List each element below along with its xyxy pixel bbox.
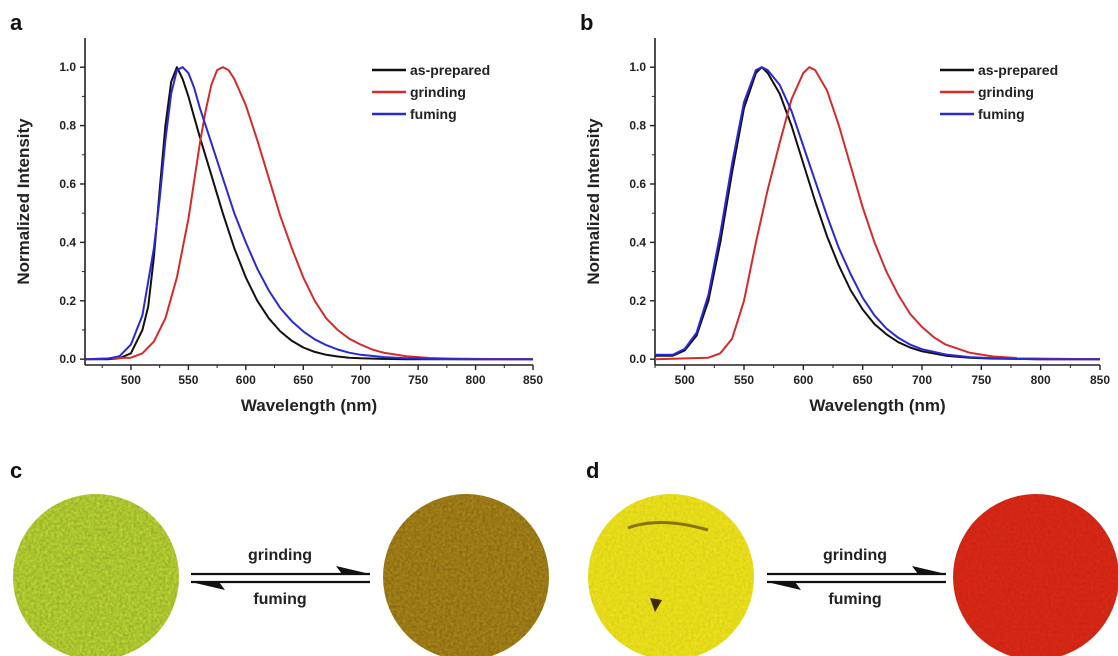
legend-label-b-as-prepared: as-prepared xyxy=(978,62,1058,78)
y-tick-label-a-0.6: 0.6 xyxy=(59,177,76,191)
x-axis-title-a: Wavelength (nm) xyxy=(241,396,377,415)
photo-d-as-prepared-texture xyxy=(588,494,754,656)
legend-label-a-grinding: grinding xyxy=(410,84,466,100)
y-tick-label-a-0: 0.0 xyxy=(59,352,76,366)
panel-d-photos: grinding fuming xyxy=(588,494,1118,656)
photo-c-ground-texture xyxy=(383,494,549,656)
x-tick-label-a-700: 700 xyxy=(351,373,371,387)
series-line-b-grinding xyxy=(654,66,1101,361)
y-tick-label-a-1: 1.0 xyxy=(59,60,76,74)
panel-label-d: d xyxy=(586,458,599,483)
y-tick-label-b-0.6: 0.6 xyxy=(629,177,646,191)
arrow-label-grinding-c: grinding xyxy=(248,547,312,564)
photo-d-ground-texture xyxy=(953,494,1118,656)
legend-label-b-grinding: grinding xyxy=(978,84,1034,100)
x-tick-label-b-500: 500 xyxy=(675,373,695,387)
panel-c-photos: grinding fuming xyxy=(13,494,549,656)
chart-a: 500 550 600 650 700 750 800 850 0.0 0.2 0.4 0.6 0.8 1… xyxy=(14,38,543,415)
series-line-a-fuming xyxy=(84,66,533,361)
panel-label-a: a xyxy=(10,10,23,35)
x-tick-label-b-650: 650 xyxy=(853,373,873,387)
x-tick-label-a-850: 850 xyxy=(523,373,543,387)
panel-label-c: c xyxy=(10,458,22,483)
photo-d-crack xyxy=(627,521,709,532)
x-tick-label-b-750: 750 xyxy=(971,373,991,387)
y-tick-label-b-0.4: 0.4 xyxy=(629,235,646,249)
x-tick-label-b-700: 700 xyxy=(912,373,932,387)
x-axis-title-b: Wavelength (nm) xyxy=(809,396,945,415)
series-line-a-as-prepared xyxy=(85,66,533,361)
y-tick-label-b-0.8: 0.8 xyxy=(629,119,646,133)
arrow-label-grinding-d: grinding xyxy=(823,547,887,564)
photo-d-speck xyxy=(650,598,662,612)
y-tick-label-b-0.2: 0.2 xyxy=(629,294,646,308)
arrow-label-fuming-c: fuming xyxy=(253,591,306,608)
reversible-arrow-c xyxy=(191,566,370,590)
photo-c-as-prepared-texture xyxy=(13,494,179,656)
y-tick-label-a-0.2: 0.2 xyxy=(59,294,76,308)
x-tick-label-b-850: 850 xyxy=(1090,373,1110,387)
legend-label-a-fuming: fuming xyxy=(410,106,457,122)
panel-label-b: b xyxy=(580,10,593,35)
y-tick-label-b-0: 0.0 xyxy=(629,352,646,366)
series-line-b-as-prepared xyxy=(655,66,1100,361)
y-axis-title-b: Normalized Intensity xyxy=(584,118,603,285)
legend-label-b-fuming: fuming xyxy=(978,106,1025,122)
x-tick-label-a-600: 600 xyxy=(236,373,256,387)
x-tick-label-b-550: 550 xyxy=(734,373,754,387)
x-tick-label-a-500: 500 xyxy=(121,373,141,387)
x-tick-label-b-600: 600 xyxy=(793,373,813,387)
x-tick-label-b-800: 800 xyxy=(1031,373,1051,387)
x-tick-label-a-750: 750 xyxy=(408,373,428,387)
y-axis-title-a: Normalized Intensity xyxy=(14,118,33,285)
arrow-label-fuming-d: fuming xyxy=(828,591,881,608)
y-tick-label-b-1: 1.0 xyxy=(629,60,646,74)
y-tick-label-a-0.4: 0.4 xyxy=(59,235,76,249)
x-tick-label-a-800: 800 xyxy=(466,373,486,387)
series-line-b-fuming xyxy=(655,66,1100,361)
reversible-arrow-d xyxy=(767,566,946,590)
x-tick-label-a-550: 550 xyxy=(178,373,198,387)
y-tick-label-a-0.8: 0.8 xyxy=(59,119,76,133)
legend-label-a-as-prepared: as-prepared xyxy=(410,62,490,78)
chart-b: 500 550 600 650 700 750 800 850 0.0 0.2 0.4 0.6 0.8 1… xyxy=(584,38,1110,415)
series-line-a-grinding xyxy=(84,66,534,361)
x-tick-label-a-650: 650 xyxy=(293,373,313,387)
